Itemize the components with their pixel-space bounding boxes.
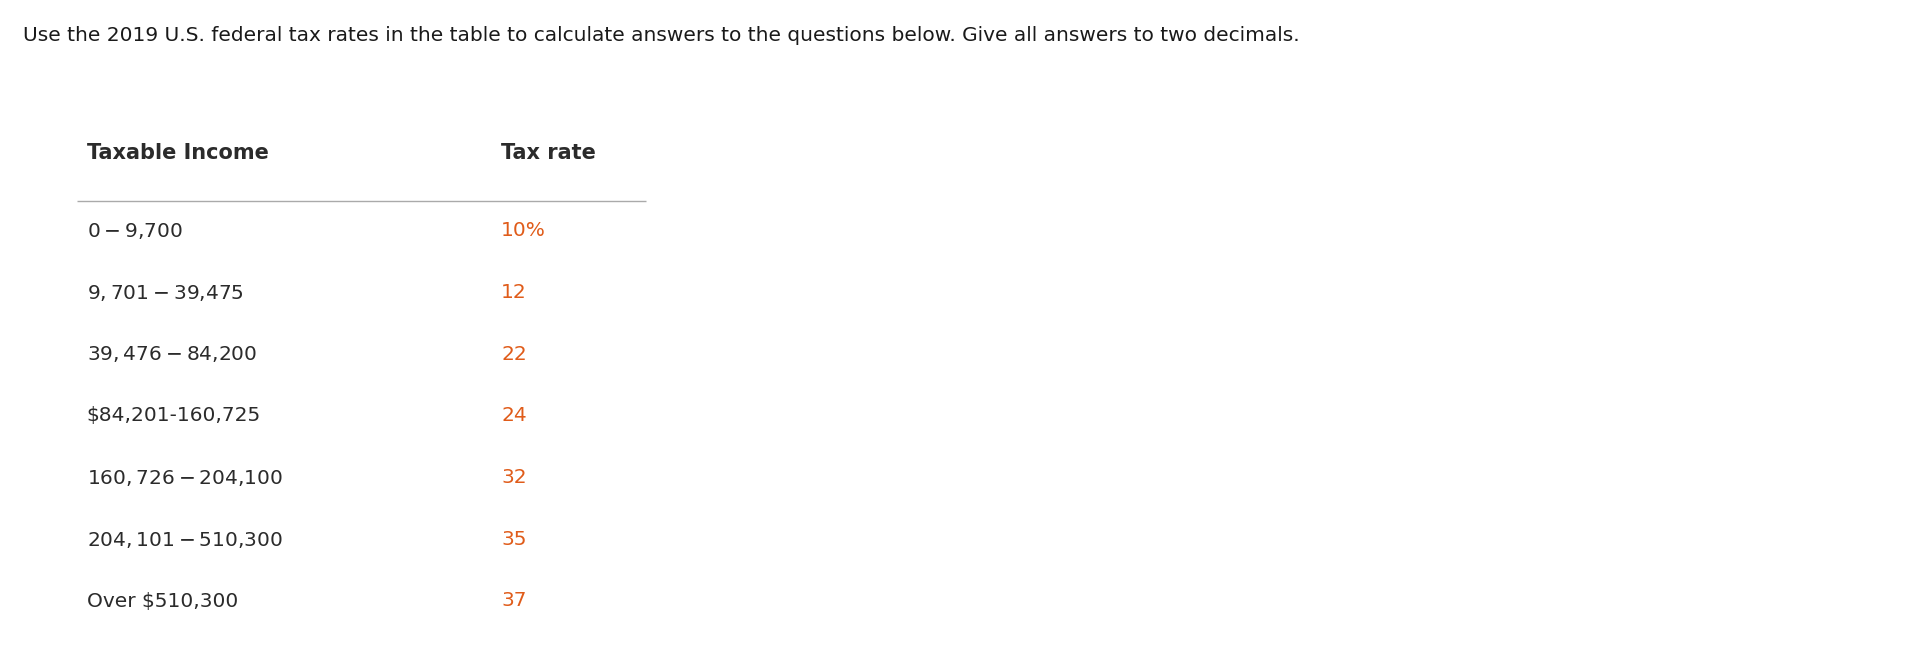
Text: $204,101-$510,300: $204,101-$510,300	[87, 530, 283, 550]
Text: $39,476-$84,200: $39,476-$84,200	[87, 344, 256, 365]
Text: Tax rate: Tax rate	[501, 143, 596, 163]
Text: 32: 32	[501, 468, 526, 487]
Text: 22: 22	[501, 344, 526, 363]
Text: $84,201-160,725: $84,201-160,725	[87, 406, 260, 425]
Text: 12: 12	[501, 283, 526, 302]
Text: 35: 35	[501, 530, 526, 549]
Text: $0-$9,700: $0-$9,700	[87, 221, 183, 241]
Text: Use the 2019 U.S. federal tax rates in the table to calculate answers to the que: Use the 2019 U.S. federal tax rates in t…	[23, 26, 1299, 45]
Text: Over $510,300: Over $510,300	[87, 592, 237, 610]
Text: $160,726-$204,100: $160,726-$204,100	[87, 468, 283, 488]
Text: Taxable Income: Taxable Income	[87, 143, 268, 163]
Text: $9,701-$39,475: $9,701-$39,475	[87, 283, 243, 303]
Text: 37: 37	[501, 592, 526, 610]
Text: 24: 24	[501, 406, 526, 425]
Text: 10%: 10%	[501, 221, 546, 240]
